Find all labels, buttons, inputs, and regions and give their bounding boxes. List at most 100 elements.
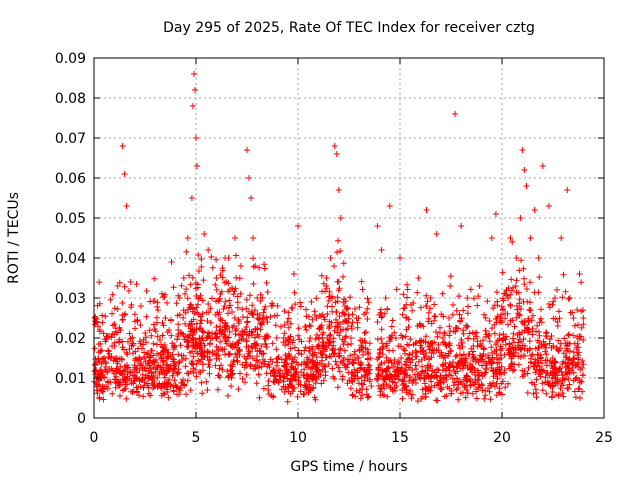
data-point	[168, 259, 175, 265]
x-tick-label: 15	[391, 430, 409, 446]
data-point	[482, 315, 489, 321]
data-point	[337, 215, 344, 221]
data-points	[91, 71, 587, 405]
y-tick-label: 0.04	[55, 251, 86, 267]
y-tick-label: 0.05	[55, 211, 86, 227]
data-point	[225, 255, 232, 261]
data-point	[570, 315, 577, 321]
data-point	[101, 355, 108, 361]
data-point	[458, 223, 465, 229]
data-point	[307, 335, 314, 341]
data-point	[333, 151, 340, 157]
data-point	[470, 343, 477, 349]
data-point	[107, 379, 114, 385]
data-point	[237, 263, 244, 269]
data-point	[348, 335, 354, 341]
data-point	[523, 183, 530, 189]
data-point	[176, 295, 183, 301]
y-tick-label: 0.07	[55, 131, 86, 147]
data-point	[531, 207, 538, 213]
data-point	[194, 163, 200, 169]
data-point	[505, 295, 512, 301]
data-point	[97, 367, 104, 373]
data-point	[217, 291, 224, 297]
data-point	[509, 239, 516, 245]
x-tick-label: 0	[90, 430, 99, 446]
data-point	[319, 343, 326, 349]
data-point	[409, 367, 416, 373]
data-point	[231, 315, 238, 321]
data-point	[403, 315, 410, 321]
data-point	[423, 207, 430, 213]
data-point	[209, 335, 216, 341]
data-point	[193, 135, 199, 141]
data-point	[254, 295, 261, 301]
data-point	[464, 295, 471, 301]
data-point	[250, 235, 257, 241]
data-point	[150, 359, 157, 365]
data-point	[270, 367, 277, 373]
data-point	[378, 247, 385, 253]
data-point	[433, 231, 440, 237]
data-point	[476, 283, 483, 289]
data-point	[519, 147, 526, 153]
data-point	[213, 275, 220, 281]
dense-point-cloud	[91, 235, 587, 405]
data-point	[191, 71, 197, 77]
data-point	[452, 111, 459, 117]
y-tick-label: 0.08	[55, 91, 86, 107]
data-point	[354, 355, 361, 361]
data-point	[497, 367, 503, 373]
data-point	[488, 235, 495, 241]
data-point	[111, 343, 118, 349]
data-point	[274, 303, 281, 309]
data-point	[188, 195, 195, 201]
y-tick-label: 0	[77, 411, 86, 427]
data-point	[558, 235, 565, 241]
data-point	[131, 367, 138, 373]
data-point	[290, 271, 297, 277]
data-point	[552, 295, 558, 301]
data-point	[121, 171, 128, 177]
data-point	[162, 315, 169, 321]
data-point	[123, 203, 130, 209]
data-point	[439, 367, 446, 373]
data-point	[197, 295, 204, 301]
y-tick-label: 0.06	[55, 171, 86, 187]
plot-frame	[93, 57, 605, 419]
data-point	[415, 275, 422, 281]
data-point	[368, 383, 375, 389]
data-point	[286, 355, 293, 361]
x-tick-label: 20	[493, 430, 511, 446]
data-point	[335, 187, 342, 193]
data-point	[535, 255, 542, 261]
axis-ticks: 0 5 10 15 20 25 0 0.01 0.02 0.03 0.04 0.05 0.06 0.07 0…	[55, 51, 613, 446]
y-tick-label: 0.02	[55, 331, 86, 347]
data-point	[501, 335, 507, 341]
data-point	[246, 175, 252, 181]
data-point	[184, 235, 191, 241]
data-point	[252, 263, 259, 269]
data-point	[127, 279, 134, 285]
data-point	[539, 163, 546, 169]
data-point	[244, 147, 250, 153]
data-point	[446, 315, 452, 321]
data-point	[327, 255, 334, 261]
data-point	[180, 275, 187, 281]
data-point	[341, 303, 348, 309]
data-point	[382, 295, 389, 301]
data-point	[117, 327, 124, 333]
data-point	[172, 363, 179, 369]
data-point	[331, 143, 338, 149]
data-point	[221, 303, 228, 309]
data-point	[323, 275, 330, 281]
x-axis-label: GPS time / hours	[290, 459, 407, 475]
data-point	[527, 235, 534, 241]
chart-title: Day 295 of 2025, Rate Of TEC Index for r…	[163, 20, 535, 36]
data-point	[517, 215, 524, 221]
data-point	[156, 371, 163, 377]
data-point	[364, 375, 371, 381]
data-point	[248, 195, 255, 201]
data-point	[492, 211, 499, 217]
data-point	[427, 295, 434, 301]
